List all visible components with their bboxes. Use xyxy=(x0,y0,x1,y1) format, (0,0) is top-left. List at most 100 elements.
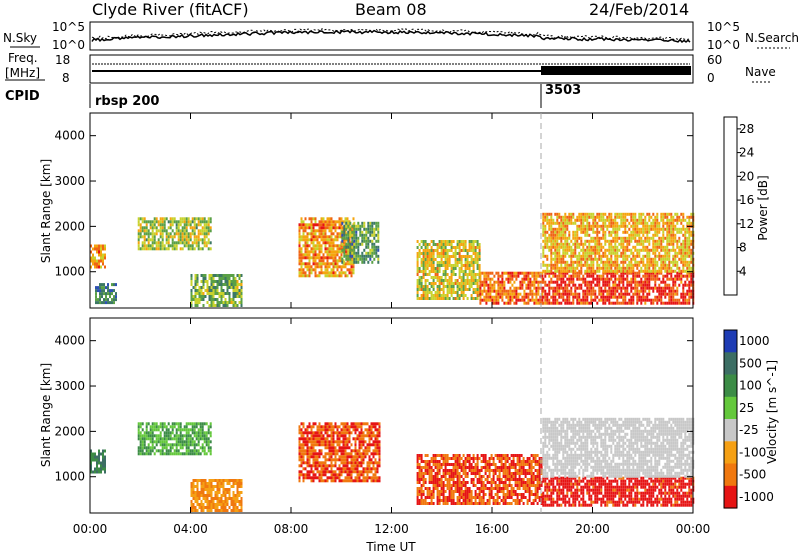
heatmap-cell xyxy=(237,488,239,491)
heatmap-cell xyxy=(618,213,620,216)
heatmap-cell xyxy=(211,277,213,280)
heatmap-cell xyxy=(433,276,435,279)
heatmap-cell xyxy=(644,264,646,267)
heatmap-cell xyxy=(345,440,347,443)
heatmap-cell xyxy=(562,219,564,222)
heatmap-cell xyxy=(202,241,204,244)
heatmap-cell xyxy=(678,267,680,270)
heatmap-cell xyxy=(612,246,614,249)
heatmap-cell xyxy=(199,503,201,506)
heatmap-cell xyxy=(646,264,648,267)
heatmap-cell xyxy=(421,258,423,261)
heatmap-cell xyxy=(634,234,636,237)
heatmap-cell xyxy=(325,422,327,425)
heatmap-cell xyxy=(576,237,578,240)
heatmap-cell xyxy=(225,292,227,295)
heatmap-cell xyxy=(473,264,475,267)
heatmap-cell xyxy=(343,440,345,443)
heatmap-cell xyxy=(519,293,521,296)
heatmap-cell xyxy=(357,461,359,464)
heatmap-cell xyxy=(614,290,616,293)
heatmap-cell xyxy=(600,296,602,299)
heatmap-cell xyxy=(483,296,485,299)
heatmap-cell xyxy=(229,274,231,277)
heatmap-cell xyxy=(660,219,662,222)
heatmap-cell xyxy=(580,267,582,270)
heatmap-cell xyxy=(225,301,227,304)
heatmap-cell xyxy=(347,425,349,428)
heatmap-cell xyxy=(365,228,367,231)
heatmap-cell xyxy=(301,259,303,262)
heatmap-cell xyxy=(674,255,676,258)
heatmap-cell xyxy=(211,506,213,509)
heatmap-cell xyxy=(554,302,556,305)
heatmap-cell xyxy=(184,220,186,223)
heatmap-cell xyxy=(602,296,604,299)
heatmap-cell xyxy=(319,250,321,253)
heatmap-cell xyxy=(684,237,686,240)
heatmap-cell xyxy=(688,231,690,234)
heatmap-cell xyxy=(425,294,427,297)
heatmap-cell xyxy=(632,302,634,305)
heatmap-cell xyxy=(650,216,652,219)
heatmap-cell xyxy=(674,261,676,264)
heatmap-cell xyxy=(174,235,176,238)
heatmap-cell xyxy=(564,261,566,264)
heatmap-cell xyxy=(443,288,445,291)
heatmap-cell xyxy=(333,431,335,434)
heatmap-cell xyxy=(343,443,345,446)
heatmap-cell xyxy=(307,226,309,229)
heatmap-cell xyxy=(241,295,243,298)
heatmap-cell xyxy=(568,219,570,222)
heatmap-cell xyxy=(566,278,568,281)
heatmap-cell xyxy=(513,275,515,278)
heatmap-cell xyxy=(644,267,646,270)
heatmap-cell xyxy=(315,244,317,247)
heatmap-cell xyxy=(684,293,686,296)
heatmap-cell xyxy=(570,302,572,305)
heatmap-cell xyxy=(321,223,323,226)
heatmap-cell xyxy=(636,302,638,305)
heatmap-cell xyxy=(632,228,634,231)
heatmap-cell xyxy=(315,476,317,479)
nsky-tick-bottom: 10^0 xyxy=(52,38,85,52)
heatmap-cell xyxy=(359,243,361,246)
heatmap-cell xyxy=(580,249,582,252)
heatmap-cell xyxy=(199,301,201,304)
heatmap-cell xyxy=(674,249,676,252)
heatmap-cell xyxy=(98,266,100,269)
heatmap-cell xyxy=(614,249,616,252)
heatmap-cell xyxy=(654,249,656,252)
heatmap-cell xyxy=(195,280,197,283)
heatmap-cell xyxy=(307,437,309,440)
heatmap-cell xyxy=(335,238,337,241)
heatmap-cell xyxy=(233,503,235,506)
heatmap-cell xyxy=(361,222,363,225)
heatmap-cell xyxy=(586,270,588,273)
heatmap-cell xyxy=(688,252,690,255)
heatmap-cell xyxy=(211,479,213,482)
heatmap-cell xyxy=(365,252,367,255)
heatmap-cell xyxy=(556,264,558,267)
heatmap-cell xyxy=(313,238,315,241)
heatmap-cell xyxy=(437,279,439,282)
heatmap-cell xyxy=(347,473,349,476)
heatmap-cell xyxy=(377,258,379,261)
heatmap-cell xyxy=(317,467,319,470)
heatmap-cell xyxy=(584,293,586,296)
heatmap-cell xyxy=(180,238,182,241)
heatmap-cell xyxy=(233,494,235,497)
heatmap-cell xyxy=(339,443,341,446)
heatmap-cell xyxy=(604,225,606,228)
heatmap-cell xyxy=(678,252,680,255)
heatmap-cell xyxy=(576,278,578,281)
heatmap-cell xyxy=(361,243,363,246)
heatmap-cell xyxy=(554,293,556,296)
heatmap-cell xyxy=(614,213,616,216)
heatmap-cell xyxy=(459,243,461,246)
heatmap-cell xyxy=(443,279,445,282)
heatmap-cell xyxy=(180,446,182,449)
heatmap-cell xyxy=(223,488,225,491)
heatmap-cell xyxy=(371,231,373,234)
heatmap-cell xyxy=(568,234,570,237)
